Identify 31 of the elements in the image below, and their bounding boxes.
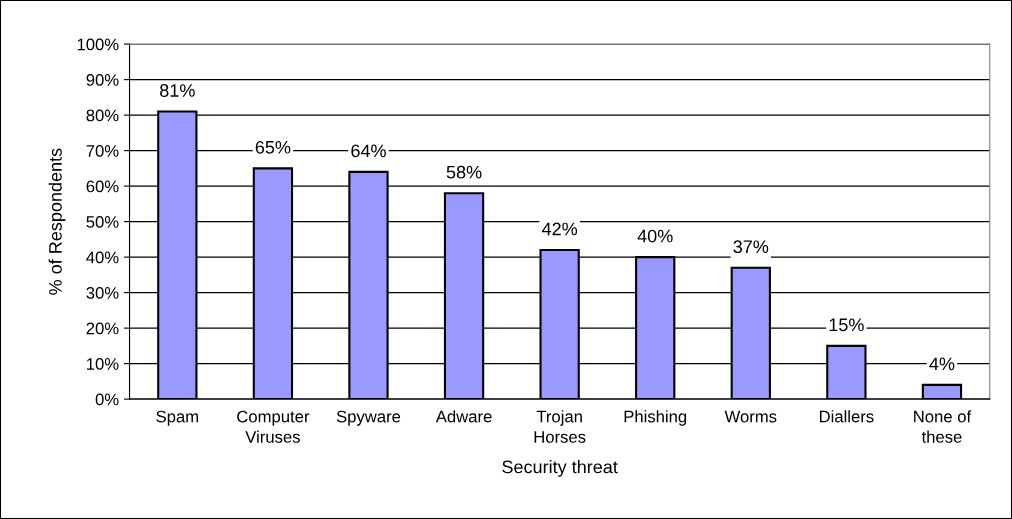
x-tick-label: Computer Viruses <box>237 410 310 443</box>
data-label: 81% <box>160 84 195 97</box>
y-tick-label: 10% <box>87 358 119 370</box>
y-tick-label: 80% <box>86 109 119 122</box>
x-tick-label: Phishing <box>624 410 687 426</box>
y-tick-label: 60% <box>86 180 119 193</box>
x-tick-label: Spam <box>156 410 198 426</box>
data-label: 40% <box>637 229 673 243</box>
x-tick-label: Diallers <box>819 410 874 423</box>
x-tick-label: Trojan Horses <box>534 410 586 443</box>
y-axis-title: % of Respondents <box>48 148 66 295</box>
y-tick-label: 20% <box>86 322 119 335</box>
y-tick-label: 40% <box>86 251 119 264</box>
x-tick-label: None of these <box>914 410 972 443</box>
x-axis-title: Security threat <box>502 460 618 477</box>
data-label: 64% <box>351 144 386 158</box>
y-tick-label: 0% <box>95 393 119 406</box>
x-tick-label: Spyware <box>336 410 401 426</box>
data-label: 42% <box>541 222 578 236</box>
data-label: 37% <box>733 240 769 254</box>
data-label: 65% <box>255 140 291 154</box>
data-label: 58% <box>446 165 482 179</box>
y-tick-label: 100% <box>77 38 119 51</box>
x-tick-label: Adware <box>435 410 492 423</box>
y-tick-label: 50% <box>86 216 119 228</box>
y-tick-label: 30% <box>86 287 119 299</box>
data-label: 4% <box>929 357 955 371</box>
x-tick-label: Worms <box>724 410 777 423</box>
data-label: 15% <box>829 318 864 332</box>
y-tick-label: 90% <box>86 74 119 86</box>
y-tick-label: 70% <box>86 145 119 157</box>
